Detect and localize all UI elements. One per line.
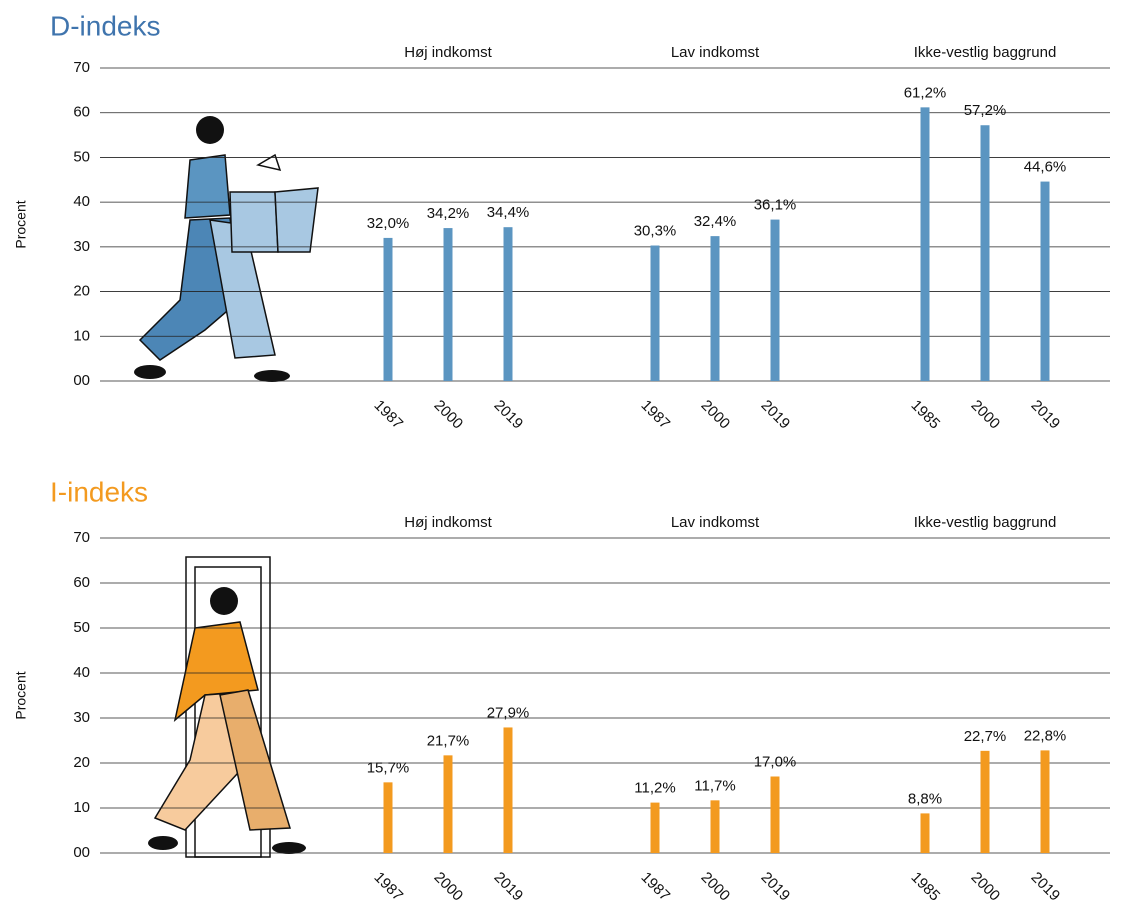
illustration-mover [134,116,318,382]
x-tick-label: 2000 [431,397,467,433]
x-tick-label: 1985 [908,397,944,433]
x-tick-label: 2019 [758,397,794,433]
y-tick-label: 70 [73,529,90,546]
y-tick-label: 60 [73,574,90,591]
chart-title: D-indeks [50,10,160,41]
x-tick-label: 2019 [758,869,794,905]
bar [651,803,660,853]
value-label: 8,8% [908,790,942,807]
value-label: 15,7% [367,759,410,776]
bar [651,246,660,381]
value-label: 61,2% [904,84,947,101]
group-label: Lav indkomst [671,514,760,531]
x-tick-label: 2000 [968,397,1004,433]
y-tick-label: 50 [73,619,90,636]
value-label: 30,3% [634,222,677,239]
value-label: 32,0% [367,215,410,232]
bar [771,220,780,381]
x-tick-label: 2000 [698,869,734,905]
illustration-walker [148,557,306,857]
bar [444,755,453,853]
chart: D-indeks Procent 00 10 20 30 40 50 60 70 Høj indko… [0,0,1132,906]
bar [1041,750,1050,853]
y-tick-label: 00 [73,844,90,861]
bar [921,813,930,853]
bar [384,782,393,853]
bar [504,727,513,853]
x-tick-label: 2000 [698,397,734,433]
y-tick-label: 30 [73,238,90,255]
bar [444,228,453,381]
y-tick-label: 40 [73,193,90,210]
value-label: 34,2% [427,205,470,222]
y-tick-label: 30 [73,709,90,726]
y-tick-label: 20 [73,754,90,771]
x-tick-label: 2019 [491,397,527,433]
bar [771,777,780,854]
y-tick-label: 50 [73,148,90,165]
value-label: 21,7% [427,732,470,749]
x-tick-label: 1987 [638,869,674,905]
y-tick-label: 40 [73,664,90,681]
x-tick-label: 1985 [908,869,944,905]
bar [981,751,990,853]
value-label: 44,6% [1024,159,1067,176]
bar [711,236,720,381]
value-label: 36,1% [754,197,797,214]
group-label: Lav indkomst [671,44,760,61]
chart-title: I-indeks [50,476,148,507]
y-tick-label: 60 [73,104,90,121]
bar [384,238,393,381]
value-label: 34,4% [487,204,530,221]
y-tick-label: 00 [73,372,90,389]
value-label: 22,7% [964,728,1007,745]
bar [921,107,930,381]
y-tick-label: 10 [73,799,90,816]
value-label: 32,4% [694,213,737,230]
bar [981,125,990,381]
group-label: Ikke-vestlig baggrund [914,44,1057,61]
x-tick-label: 2000 [431,869,467,905]
value-label: 17,0% [754,753,797,770]
x-tick-label: 2019 [1028,869,1064,905]
y-tick-label: 70 [73,59,90,76]
y-tick-label: 20 [73,283,90,300]
group-label: Høj indkomst [404,514,492,531]
group-label: Ikke-vestlig baggrund [914,514,1057,531]
y-tick-label: 10 [73,327,90,344]
bar [1041,182,1050,381]
value-label: 27,9% [487,704,530,721]
x-tick-label: 1987 [371,869,407,905]
x-tick-label: 2019 [1028,397,1064,433]
x-tick-label: 1987 [638,397,674,433]
value-label: 22,8% [1024,727,1067,744]
x-tick-label: 1987 [371,397,407,433]
x-tick-label: 2019 [491,869,527,905]
x-tick-label: 2000 [968,869,1004,905]
bar [711,800,720,853]
y-axis-label: Procent [13,671,29,719]
value-label: 11,7% [694,777,735,794]
y-axis-label: Procent [13,200,29,248]
group-label: Høj indkomst [404,44,492,61]
bar [504,227,513,381]
value-label: 57,2% [964,102,1007,119]
value-label: 11,2% [634,780,675,797]
